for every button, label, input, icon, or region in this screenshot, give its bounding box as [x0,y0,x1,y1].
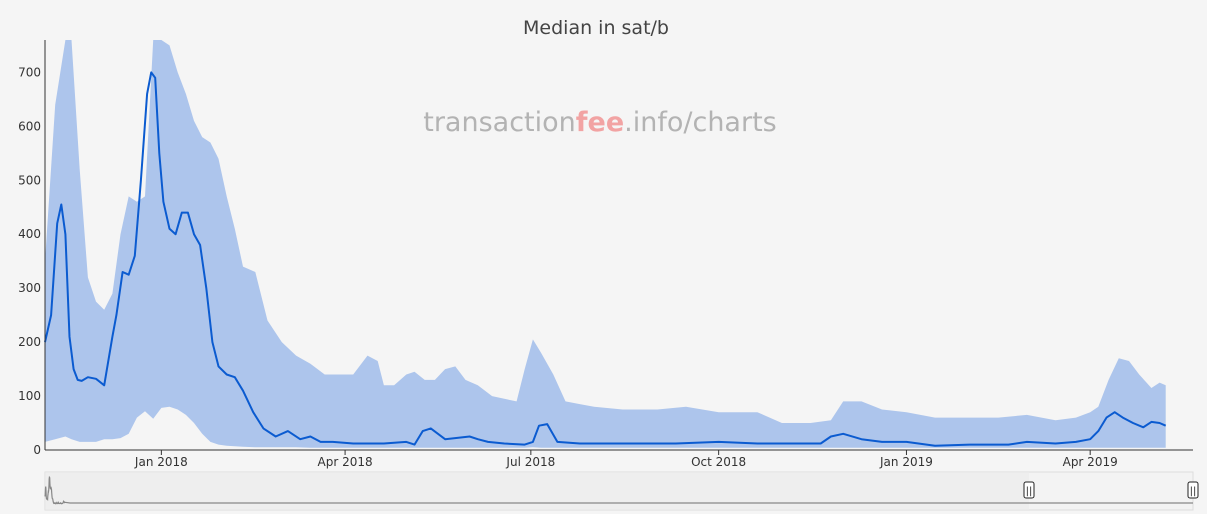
x-tick-label: Oct 2018 [691,455,746,469]
chart-title: Median in sat/b [523,17,669,39]
x-tick-label: Jul 2018 [505,455,555,469]
navigator-left-handle[interactable]: || [1023,481,1035,499]
navigator-line [44,475,1193,505]
plot-area [44,40,1167,448]
x-tick-label: Jan 2018 [134,455,188,469]
y-tick-label: 200 [18,335,41,349]
y-tick-label: 0 [33,443,41,457]
left-handle-grip: || [1026,486,1033,497]
watermark-pre: transaction [423,107,576,138]
median-line [44,71,1167,447]
y-tick-label: 300 [18,281,41,295]
y-tick-label: 700 [18,65,41,79]
navigator-right-handle[interactable]: || [1187,481,1199,499]
y-tick-label: 100 [18,389,41,403]
navigator-unselected-mask [45,472,1029,510]
x-tick-label: Apr 2019 [1063,455,1118,469]
right-handle-grip: || [1190,486,1197,497]
x-ticks: Jan 2018 Apr 2018 Jul 2018 Oct 2018 Jan 2019… [134,450,1118,469]
watermark-mid: fee [576,107,624,138]
y-tick-label: 600 [18,119,41,133]
y-ticks: 0 100 200 300 400 500 600 700 [18,65,41,457]
range-navigator[interactable]: || || [44,471,1199,511]
y-tick-label: 400 [18,227,41,241]
watermark-post: .info/charts [624,107,777,138]
watermark: transactionfee.info/charts [423,107,776,138]
y-tick-label: 500 [18,173,41,187]
x-tick-label: Apr 2018 [318,455,373,469]
percentile-band-area [45,40,1166,448]
x-tick-label: Jan 2019 [879,455,933,469]
